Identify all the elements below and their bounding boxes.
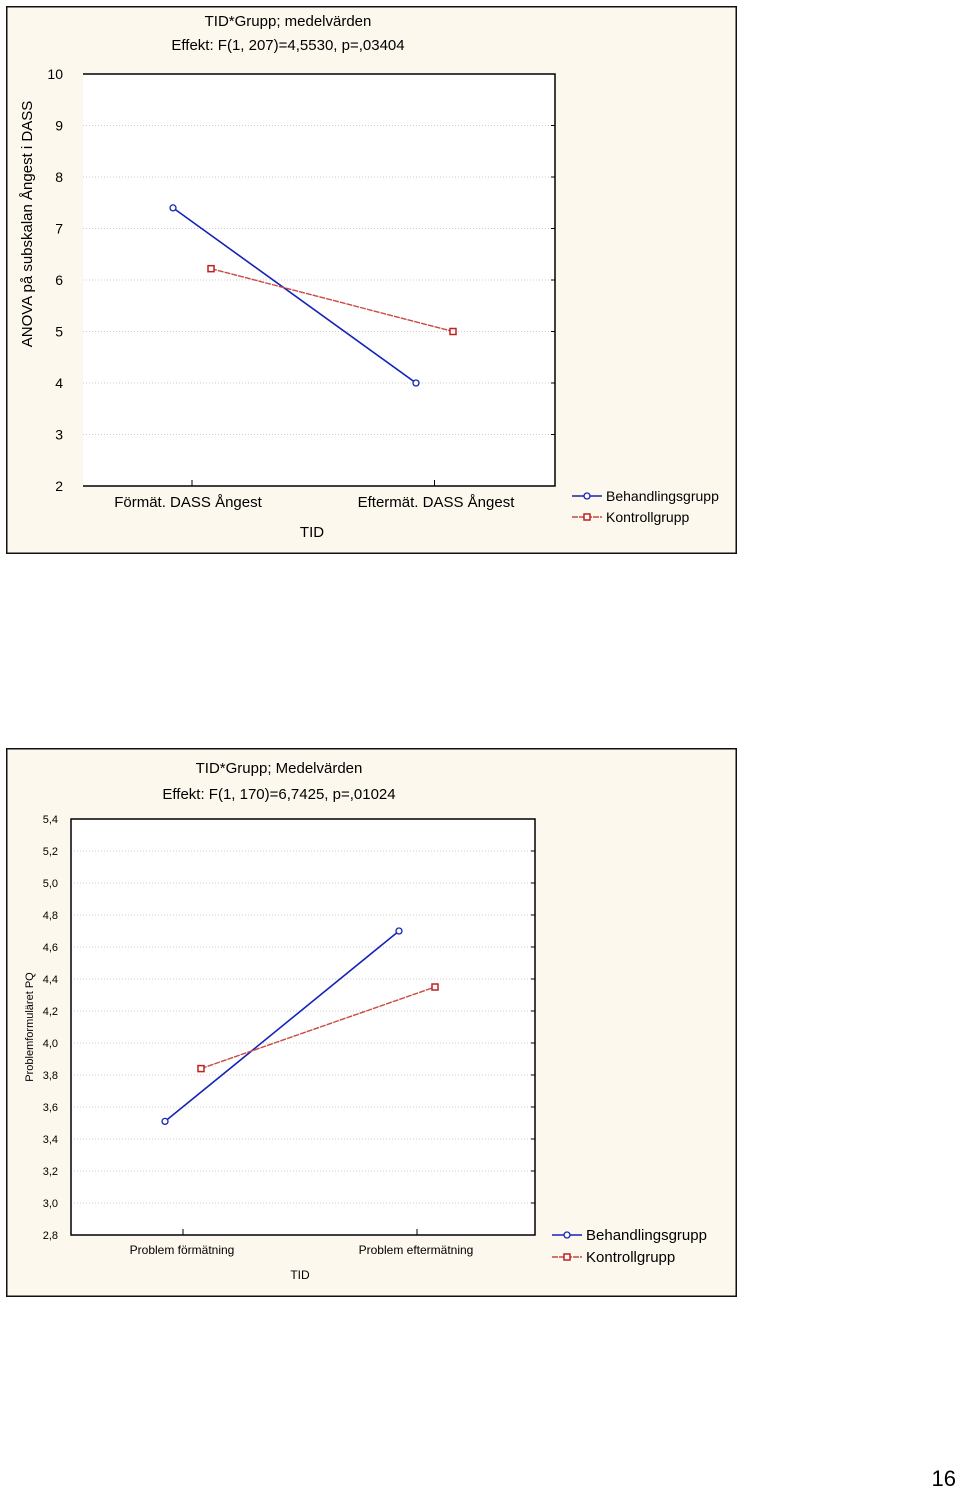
series-line-2 bbox=[200, 986, 436, 1070]
data-point-square bbox=[449, 327, 457, 336]
data-point-square bbox=[431, 983, 439, 991]
data-point-circle bbox=[161, 1117, 169, 1126]
legend-label: Kontrollgrupp bbox=[606, 509, 689, 525]
legend-marker-square bbox=[583, 513, 591, 521]
y-tick-label: 5,0 bbox=[43, 878, 58, 890]
chart-title: TID*Grupp; Medelvärden bbox=[196, 760, 363, 777]
plot-area bbox=[83, 74, 555, 486]
y-tick-label: 7 bbox=[55, 221, 63, 237]
x-category-label: Problem eftermätning bbox=[359, 1243, 474, 1257]
y-tick-label: 4 bbox=[55, 375, 63, 391]
y-tick-label: 4,2 bbox=[43, 1006, 58, 1018]
plot-frame bbox=[70, 818, 536, 1236]
y-tick-label: 3,2 bbox=[43, 1166, 58, 1178]
x-category-label: Eftermät. DASS Ångest bbox=[358, 494, 516, 511]
data-point-circle bbox=[395, 927, 403, 935]
y-tick-label: 4,0 bbox=[43, 1038, 58, 1050]
y-tick-label: 4,4 bbox=[43, 974, 58, 986]
y-tick-label: 3 bbox=[55, 427, 63, 443]
y-tick-label: 5,4 bbox=[43, 814, 58, 826]
y-tick-label: 10 bbox=[47, 66, 63, 82]
y-tick-label: 6 bbox=[55, 272, 63, 288]
data-point-square bbox=[197, 1064, 205, 1073]
y-tick-label: 4,6 bbox=[43, 942, 58, 954]
legend-label: Behandlingsgrupp bbox=[586, 1227, 707, 1244]
chart-subtitle: Effekt: F(1, 170)=6,7425, p=,01024 bbox=[162, 786, 395, 803]
plot-area bbox=[71, 819, 535, 1235]
x-axis-label: TID bbox=[290, 1268, 310, 1282]
y-axis-label: Problemformuläret PQ bbox=[24, 972, 36, 1082]
chart-title: TID*Grupp; medelvärden bbox=[205, 13, 372, 30]
chart-panel-1: 2 3 4 5 6 7 8 9 10 Förmät. DASS Ångest Eftermät. D… bbox=[6, 6, 737, 554]
chart-2: 2,8 3,0 3,2 3,4 3,6 3,8 4,0 4,2 4,4 4,6 4,8 5,0 5,2 5… bbox=[6, 748, 737, 1297]
y-axis-label: ANOVA på subskalan Ångest i DASS bbox=[19, 101, 36, 348]
y-tick-label: 3,6 bbox=[43, 1102, 58, 1114]
legend-marker-circle bbox=[563, 1231, 571, 1239]
legend-label: Kontrollgrupp bbox=[586, 1249, 675, 1266]
x-category-label: Problem förmätning bbox=[130, 1243, 235, 1257]
legend-marker-square bbox=[563, 1253, 571, 1261]
y-tick-label: 9 bbox=[55, 118, 63, 134]
chart-panel-2: 2,8 3,0 3,2 3,4 3,6 3,8 4,0 4,2 4,4 4,6 4,8 5,0 5,2 5… bbox=[6, 748, 737, 1297]
legend-label: Behandlingsgrupp bbox=[606, 488, 719, 504]
y-tick-label: 5,2 bbox=[43, 846, 58, 858]
x-axis-label: TID bbox=[300, 524, 324, 541]
legend-marker-circle bbox=[583, 492, 591, 500]
series-line-1 bbox=[172, 207, 417, 384]
series-line-2 bbox=[210, 267, 454, 333]
data-point-circle bbox=[169, 204, 177, 212]
y-tick-label: 5 bbox=[55, 324, 63, 340]
chart-subtitle: Effekt: F(1, 207)=4,5530, p=,03404 bbox=[171, 37, 404, 54]
x-category-label: Förmät. DASS Ångest bbox=[114, 494, 262, 511]
data-point-circle bbox=[412, 379, 420, 387]
y-tick-label: 4,8 bbox=[43, 910, 58, 922]
series-line-1 bbox=[164, 930, 400, 1123]
y-tick-label: 3,8 bbox=[43, 1070, 58, 1082]
y-tick-label: 3,4 bbox=[43, 1134, 58, 1146]
chart-1: 2 3 4 5 6 7 8 9 10 Förmät. DASS Ångest Eftermät. D… bbox=[6, 6, 737, 554]
plot-frame bbox=[83, 73, 556, 487]
y-tick-label: 8 bbox=[55, 169, 63, 185]
data-point-square bbox=[207, 264, 215, 273]
y-tick-label: 2,8 bbox=[43, 1230, 58, 1242]
page-number: 16 bbox=[931, 1466, 956, 1491]
y-tick-label: 3,0 bbox=[43, 1198, 58, 1210]
y-tick-label: 2 bbox=[55, 478, 63, 494]
